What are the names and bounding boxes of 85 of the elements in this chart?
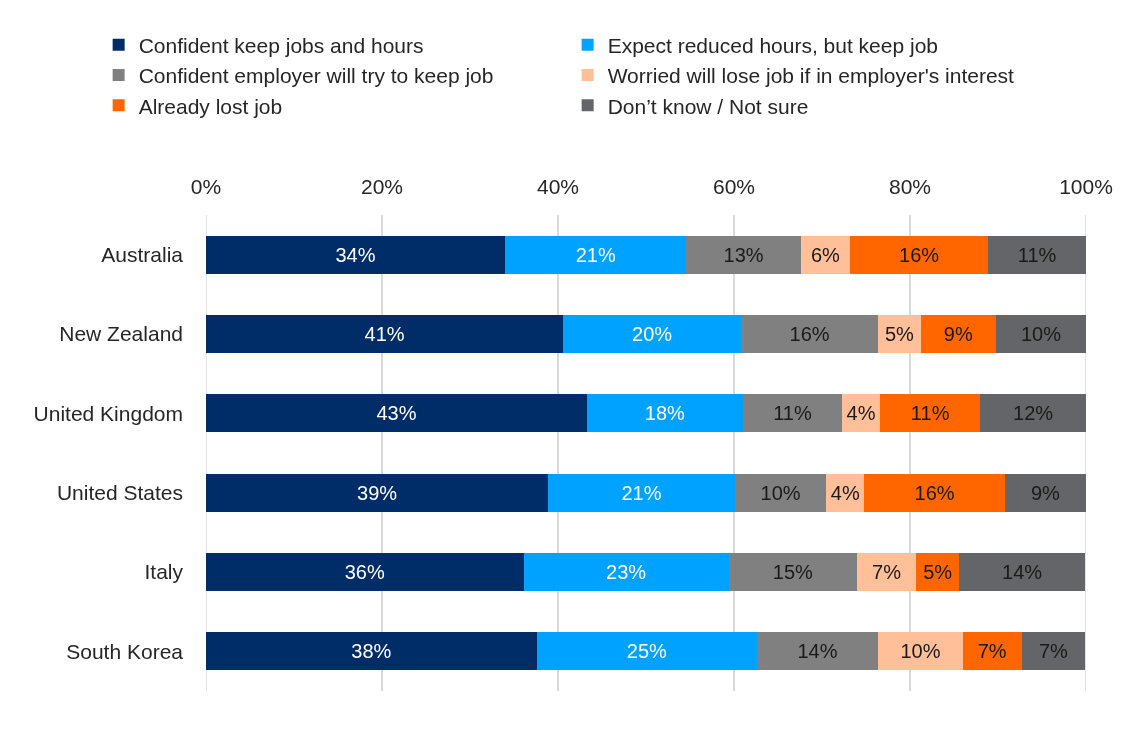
data-label: 4% [846,402,876,425]
data-label: 20% [632,323,673,345]
bar [742,394,843,433]
data-label: 7% [1038,640,1068,663]
data-label: 6% [810,243,841,266]
data-label: 7% [977,640,1007,663]
data-label: 13% [723,243,764,266]
data-label: 36% [344,561,385,583]
bar [880,394,981,433]
data-label: 9% [943,323,973,345]
y-tick-label: Italy [144,560,184,584]
data-label: 21% [621,481,662,504]
bar [206,314,564,354]
bar [206,552,524,592]
data-label: 43% [376,402,417,425]
bar [864,473,1006,512]
bar [686,235,801,274]
data-label: 5% [923,561,953,583]
bar [959,552,1086,592]
bar [523,552,729,592]
bar [734,473,827,512]
bar [920,314,997,354]
data-label: 16% [899,243,940,266]
y-tick-label: United States [56,481,183,505]
bar [587,394,743,433]
bar [756,632,879,671]
bar [996,314,1086,354]
bar [206,235,506,274]
y-tick-label: New Zealand [59,322,183,346]
data-label: 16% [789,323,830,345]
bar [962,632,1022,671]
bar [1005,473,1086,512]
data-label: 38% [351,640,392,663]
data-label: 41% [364,323,405,345]
data-label: 10% [1021,323,1062,345]
data-label: 21% [575,243,616,266]
bar [728,552,858,592]
x-tick-label: 0% [190,174,222,198]
bar [980,394,1086,433]
x-tick-label: 100% [1059,174,1113,198]
data-label: 23% [606,561,647,583]
bar [206,394,588,433]
legend-label: Expect reduced hours, but keep job [607,33,939,57]
bar [857,552,917,592]
data-label: 34% [335,243,376,266]
x-tick-label: 80% [888,174,932,198]
data-label: 14% [1002,561,1043,583]
data-label: 16% [914,481,955,504]
legend-label: Confident keep jobs and hours [138,33,424,57]
x-tick-label: 60% [712,174,756,198]
data-label: 18% [644,402,686,425]
legend-label: Don’t know / Not sure [607,94,809,118]
data-label: 39% [357,481,398,504]
y-tick-label: United Kingdom [33,401,183,425]
bar [548,473,735,512]
bar [988,235,1086,274]
legend-label: Confident employer will try to keep job [138,64,494,88]
bar [536,632,757,671]
bar [563,314,742,354]
data-label: 5% [884,323,914,345]
data-label: 4% [830,481,860,504]
bar [206,632,537,671]
legend-label: Worried will lose job if in employer's interest [607,64,1015,88]
legend-label: Already lost job [138,94,283,118]
y-tick-label: Australia [101,243,184,267]
data-label: 14% [797,640,838,663]
bar [850,235,989,274]
data-label: 11% [1017,243,1057,266]
bar [878,632,963,671]
bar [505,235,687,274]
data-label: 12% [1013,402,1054,425]
y-tick-label: South Korea [66,639,184,663]
data-label: 11% [910,402,950,425]
data-label: 25% [626,640,667,663]
x-tick-label: 40% [536,174,580,198]
x-tick-label: 20% [360,174,404,198]
data-label: 10% [760,481,801,504]
data-label: 7% [872,561,902,583]
bar [741,314,879,354]
bar [1021,632,1086,671]
bar [206,473,549,512]
data-label: 9% [1030,481,1061,504]
data-label: 11% [773,402,812,425]
data-label: 10% [900,640,941,663]
data-label: 15% [772,561,814,583]
